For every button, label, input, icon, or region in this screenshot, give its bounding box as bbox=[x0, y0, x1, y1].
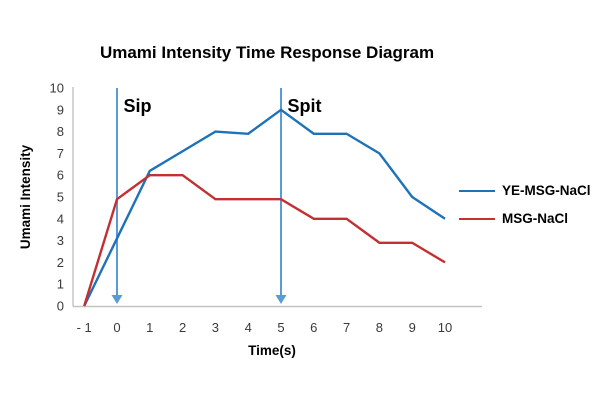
y-axis-title: Umami Intensity bbox=[18, 144, 33, 249]
y-tick-label: 3 bbox=[57, 233, 64, 248]
y-axis-tick-labels: 0 1 2 3 4 5 6 7 8 9 10 bbox=[50, 81, 64, 314]
y-tick-label: 8 bbox=[57, 124, 64, 139]
x-tick-label: 6 bbox=[310, 320, 317, 335]
x-tick-label: 10 bbox=[438, 320, 452, 335]
y-tick-label: 2 bbox=[57, 255, 64, 270]
sip-arrowhead-icon bbox=[111, 295, 123, 304]
series-line-msg-nacl bbox=[83, 173, 446, 307]
x-axis-tick-labels: - 1 0 1 2 3 4 5 6 7 8 9 10 bbox=[77, 320, 453, 335]
data-series bbox=[83, 108, 446, 307]
legend-label: MSG-NaCl bbox=[502, 211, 569, 226]
sip-label: Sip bbox=[124, 96, 152, 116]
y-tick-label: 6 bbox=[57, 168, 64, 183]
x-axis-title: Time(s) bbox=[248, 343, 296, 358]
y-tick-label: 7 bbox=[57, 146, 64, 161]
x-tick-label: 8 bbox=[376, 320, 383, 335]
legend-label: YE-MSG-NaCl bbox=[502, 183, 591, 198]
spit-label: Spit bbox=[288, 96, 322, 116]
y-tick-label: 1 bbox=[57, 277, 64, 292]
legend-item: YE-MSG-NaCl bbox=[459, 183, 591, 198]
annotation-arrows: Sip Spit bbox=[111, 88, 322, 304]
x-tick-label: 5 bbox=[277, 320, 284, 335]
legend: YE-MSG-NaCl MSG-NaCl bbox=[459, 183, 591, 226]
x-tick-label: 1 bbox=[146, 320, 153, 335]
legend-item: MSG-NaCl bbox=[459, 211, 591, 226]
x-tick-label: 9 bbox=[409, 320, 416, 335]
x-tick-label: 7 bbox=[343, 320, 350, 335]
y-tick-label: 4 bbox=[57, 211, 64, 226]
y-tick-label: 5 bbox=[57, 190, 64, 205]
x-tick-label: 3 bbox=[212, 320, 219, 335]
x-tick-label: 4 bbox=[245, 320, 252, 335]
y-tick-label: 0 bbox=[57, 299, 64, 314]
chart-title: Umami Intensity Time Response Diagram bbox=[100, 43, 434, 62]
spit-arrowhead-icon bbox=[275, 295, 287, 304]
x-tick-label: - 1 bbox=[77, 320, 92, 335]
x-tick-label: 2 bbox=[179, 320, 186, 335]
legend-line-icon bbox=[459, 217, 495, 220]
y-tick-label: 10 bbox=[50, 81, 64, 96]
x-tick-label: 0 bbox=[113, 320, 120, 335]
legend-line-icon bbox=[459, 189, 495, 192]
y-tick-label: 9 bbox=[57, 102, 64, 117]
series-line-ye-msg-nacl bbox=[83, 108, 446, 307]
